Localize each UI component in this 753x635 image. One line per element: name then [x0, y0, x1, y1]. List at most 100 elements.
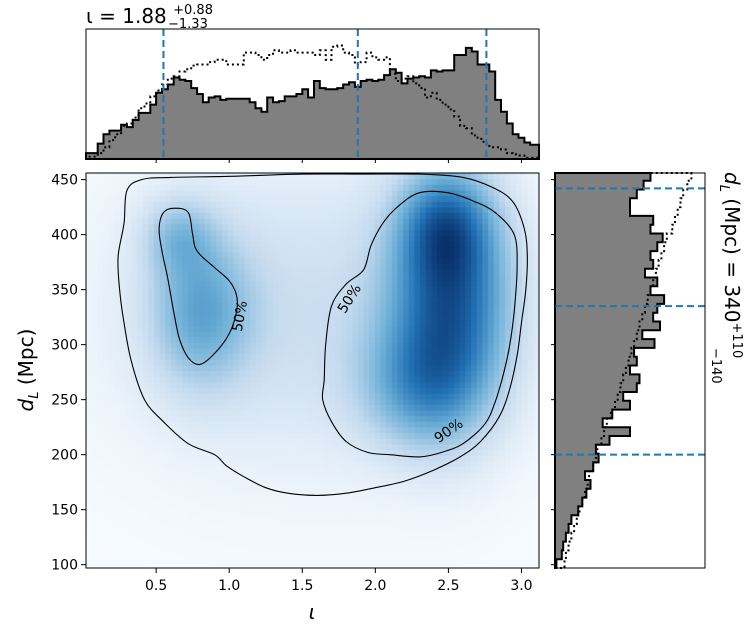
heatmap-cell — [176, 302, 183, 310]
heatmap-cell — [363, 393, 370, 400]
heatmap-cell — [182, 511, 189, 518]
heatmap-cell — [108, 562, 115, 568]
heatmap-cell — [255, 246, 263, 253]
heatmap-cell — [318, 235, 325, 242]
heatmap-cell — [340, 246, 348, 253]
heatmap-cell — [340, 347, 348, 355]
heatmap-cell — [238, 223, 246, 231]
heatmap-cell — [125, 285, 132, 293]
heatmap-cell — [352, 331, 359, 338]
heatmap-cell — [170, 438, 178, 445]
heatmap-cell — [505, 381, 512, 389]
heatmap-cell — [340, 528, 348, 535]
heatmap-cell — [499, 325, 506, 332]
heatmap-cell — [97, 483, 104, 490]
heatmap-cell — [159, 235, 166, 242]
heatmap-cell — [289, 449, 297, 456]
heatmap-cell — [471, 325, 478, 332]
heatmap-cell — [142, 285, 149, 293]
heatmap-cell — [516, 342, 523, 349]
heatmap-cell — [148, 353, 155, 360]
heatmap-cell — [323, 308, 331, 315]
heatmap-cell — [437, 472, 444, 479]
heatmap-cell — [493, 483, 500, 490]
heatmap-cell — [335, 347, 342, 355]
heatmap-cell — [408, 285, 416, 293]
heatmap-cell — [142, 500, 149, 507]
heatmap-cell — [499, 562, 506, 568]
heatmap-cell — [386, 539, 393, 547]
heatmap-cell — [380, 285, 387, 293]
heatmap-cell — [425, 240, 433, 247]
heatmap-cell — [329, 235, 336, 242]
heatmap-cell — [448, 291, 455, 298]
heatmap-cell — [91, 438, 98, 445]
heatmap-cell — [380, 489, 387, 496]
heatmap-cell — [329, 353, 336, 360]
heatmap-cell — [119, 472, 127, 479]
heatmap-cell — [244, 331, 251, 338]
heatmap-cell — [102, 455, 110, 462]
heatmap-cell — [267, 438, 274, 445]
heatmap-cell — [357, 229, 365, 236]
heatmap-cell — [301, 415, 308, 422]
heatmap-cell — [125, 257, 132, 264]
heatmap-cell — [386, 511, 393, 518]
heatmap-cell — [125, 505, 132, 513]
heatmap-cell — [91, 229, 98, 236]
heatmap-cell — [193, 342, 200, 349]
heatmap-cell — [465, 432, 472, 439]
heatmap-cell — [153, 443, 161, 451]
heatmap-cell — [284, 297, 291, 304]
heatmap-cell — [522, 472, 529, 479]
heatmap-cell — [261, 477, 268, 484]
heatmap-cell — [250, 285, 257, 293]
heatmap-cell — [352, 393, 359, 400]
heatmap-cell — [165, 545, 172, 552]
heatmap-cell — [499, 359, 506, 366]
heatmap-cell — [272, 522, 280, 530]
heatmap-cell — [153, 376, 161, 383]
heatmap-cell — [153, 263, 161, 270]
heatmap-cell — [414, 359, 421, 366]
heatmap-cell — [233, 353, 240, 360]
heatmap-cell — [323, 291, 331, 298]
heatmap-cell — [533, 551, 539, 558]
heatmap-cell — [408, 302, 416, 310]
heatmap-cell — [476, 539, 483, 547]
heatmap-cell — [295, 545, 302, 552]
heatmap-cell — [261, 331, 268, 338]
heatmap-cell — [335, 240, 342, 247]
heatmap-cell — [102, 336, 110, 343]
heatmap-cell — [465, 235, 472, 242]
heatmap-cell — [471, 500, 478, 507]
heatmap-cell — [102, 246, 110, 253]
heatmap-cell — [193, 381, 200, 389]
heatmap-cell — [204, 477, 212, 484]
heatmap-cell — [91, 449, 98, 456]
heatmap-cell — [165, 511, 172, 518]
heatmap-cell — [306, 336, 314, 343]
heatmap-cell — [454, 466, 461, 473]
heatmap-cell — [403, 534, 410, 541]
heatmap-cell — [233, 449, 240, 456]
heatmap-cell — [153, 438, 161, 445]
heatmap-cell — [289, 342, 297, 349]
heatmap-cell — [465, 342, 472, 349]
heatmap-cell — [488, 381, 495, 389]
heatmap-cell — [289, 229, 297, 236]
heatmap-cell — [533, 483, 539, 490]
heatmap-cell — [505, 528, 512, 535]
heatmap-cell — [482, 534, 489, 541]
heatmap-cell — [221, 449, 229, 456]
heatmap-cell — [488, 364, 495, 372]
heatmap-cell — [391, 302, 399, 310]
heatmap-cell — [386, 353, 393, 360]
heatmap-cell — [414, 483, 421, 490]
heatmap-cell — [125, 432, 132, 439]
heatmap-cell — [414, 455, 421, 462]
heatmap-cell — [476, 489, 483, 496]
heatmap-cell — [301, 285, 308, 293]
heatmap-cell — [289, 252, 297, 259]
heatmap-cell — [301, 551, 308, 558]
